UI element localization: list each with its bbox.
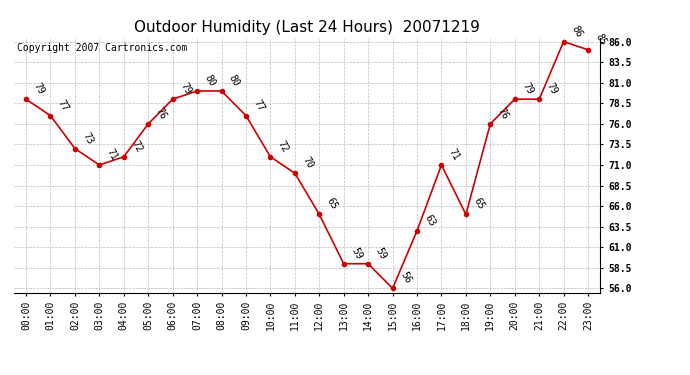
Text: 79: 79 xyxy=(545,81,560,96)
Text: 56: 56 xyxy=(398,270,413,286)
Text: 70: 70 xyxy=(300,155,315,171)
Text: 77: 77 xyxy=(252,98,266,113)
Text: 63: 63 xyxy=(422,213,437,228)
Title: Outdoor Humidity (Last 24 Hours)  20071219: Outdoor Humidity (Last 24 Hours) 2007121… xyxy=(134,20,480,35)
Text: Copyright 2007 Cartronics.com: Copyright 2007 Cartronics.com xyxy=(17,43,187,52)
Text: 79: 79 xyxy=(32,81,46,96)
Text: 72: 72 xyxy=(129,139,144,154)
Text: 76: 76 xyxy=(496,106,511,121)
Text: 73: 73 xyxy=(81,130,95,146)
Text: 65: 65 xyxy=(471,196,486,211)
Text: 71: 71 xyxy=(105,147,119,162)
Text: 86: 86 xyxy=(569,24,584,39)
Text: 79: 79 xyxy=(178,81,193,96)
Text: 65: 65 xyxy=(325,196,339,211)
Text: 77: 77 xyxy=(56,98,70,113)
Text: 71: 71 xyxy=(447,147,462,162)
Text: 85: 85 xyxy=(593,32,608,47)
Text: 59: 59 xyxy=(349,246,364,261)
Text: 76: 76 xyxy=(154,106,168,121)
Text: 59: 59 xyxy=(374,246,388,261)
Text: 72: 72 xyxy=(276,139,290,154)
Text: 79: 79 xyxy=(520,81,535,96)
Text: 80: 80 xyxy=(203,73,217,88)
Text: 80: 80 xyxy=(227,73,242,88)
